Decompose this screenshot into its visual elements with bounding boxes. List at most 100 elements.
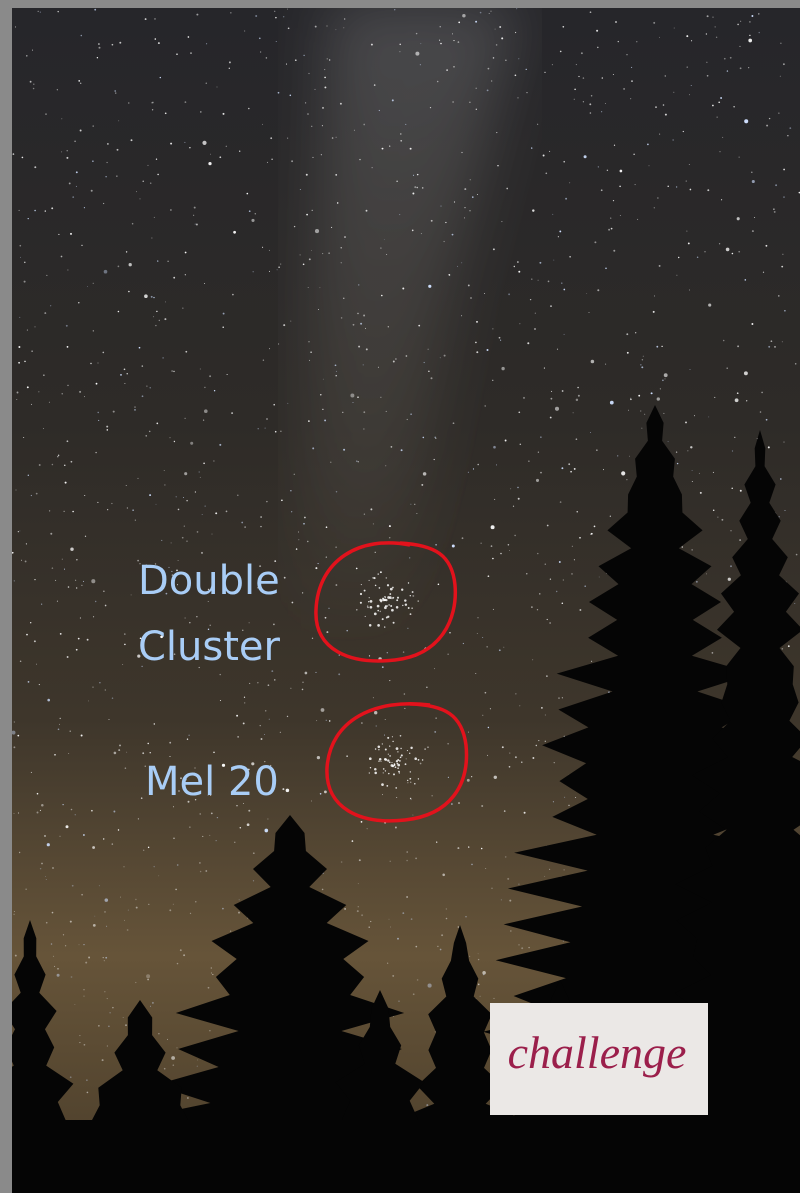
star bbox=[723, 57, 726, 60]
star bbox=[52, 867, 54, 869]
star bbox=[532, 209, 535, 212]
star bbox=[111, 843, 114, 845]
star bbox=[343, 448, 346, 451]
star bbox=[128, 102, 130, 104]
star bbox=[687, 450, 689, 452]
star bbox=[540, 436, 542, 438]
star bbox=[67, 586, 70, 588]
star bbox=[264, 760, 266, 763]
star bbox=[229, 930, 232, 932]
star bbox=[72, 196, 75, 198]
star bbox=[269, 348, 271, 350]
star bbox=[664, 378, 666, 380]
star bbox=[195, 901, 197, 903]
star bbox=[79, 1035, 81, 1037]
star bbox=[553, 259, 555, 261]
star bbox=[641, 359, 644, 361]
star bbox=[202, 419, 205, 421]
star bbox=[365, 327, 366, 329]
star bbox=[593, 525, 596, 528]
star bbox=[230, 12, 232, 14]
star bbox=[260, 516, 262, 518]
star bbox=[383, 757, 387, 761]
star bbox=[765, 418, 768, 421]
star bbox=[395, 760, 399, 763]
star bbox=[44, 312, 47, 315]
star bbox=[532, 757, 535, 759]
star bbox=[137, 654, 141, 658]
star bbox=[262, 246, 264, 248]
star bbox=[115, 92, 117, 94]
star bbox=[318, 309, 319, 311]
star bbox=[343, 297, 345, 299]
star bbox=[399, 760, 401, 762]
star bbox=[589, 11, 592, 14]
star bbox=[377, 573, 379, 575]
star bbox=[372, 523, 374, 525]
star bbox=[184, 417, 186, 420]
star bbox=[66, 150, 68, 152]
star bbox=[45, 921, 48, 924]
star bbox=[113, 810, 116, 813]
star bbox=[441, 934, 444, 937]
star bbox=[562, 25, 565, 28]
star bbox=[291, 601, 294, 604]
star bbox=[244, 526, 246, 528]
star bbox=[149, 494, 152, 497]
star bbox=[173, 440, 176, 443]
star bbox=[628, 409, 629, 411]
star bbox=[357, 312, 359, 315]
star bbox=[492, 248, 495, 251]
star bbox=[603, 469, 604, 471]
star bbox=[175, 496, 177, 498]
star bbox=[184, 617, 186, 619]
star bbox=[75, 185, 77, 187]
star bbox=[437, 945, 439, 948]
star bbox=[112, 410, 115, 413]
star bbox=[676, 274, 678, 276]
star bbox=[751, 179, 755, 184]
star bbox=[111, 43, 114, 46]
star bbox=[379, 571, 382, 574]
star bbox=[417, 778, 420, 780]
star bbox=[477, 983, 480, 986]
star bbox=[751, 323, 754, 325]
badge-text: challenge bbox=[508, 1027, 687, 1078]
star bbox=[415, 857, 417, 860]
star bbox=[199, 862, 201, 864]
star bbox=[417, 759, 420, 761]
star bbox=[730, 565, 732, 568]
star bbox=[88, 956, 91, 959]
star bbox=[105, 956, 108, 959]
star bbox=[686, 66, 688, 68]
star bbox=[706, 74, 709, 77]
star bbox=[234, 841, 236, 843]
star bbox=[509, 930, 512, 932]
star bbox=[25, 543, 27, 545]
star bbox=[370, 43, 373, 46]
star bbox=[30, 403, 33, 405]
star bbox=[410, 781, 412, 783]
star bbox=[509, 550, 510, 551]
star bbox=[399, 51, 401, 53]
star bbox=[290, 490, 292, 492]
star bbox=[222, 312, 225, 315]
star bbox=[422, 472, 427, 476]
star bbox=[500, 899, 502, 901]
star bbox=[398, 770, 400, 773]
star bbox=[198, 471, 200, 473]
star bbox=[266, 500, 268, 503]
star bbox=[412, 594, 415, 597]
star bbox=[545, 172, 548, 175]
star bbox=[571, 573, 573, 575]
star bbox=[77, 637, 80, 640]
star bbox=[486, 89, 489, 92]
star bbox=[280, 263, 282, 265]
star bbox=[721, 518, 724, 521]
star bbox=[50, 305, 52, 307]
star bbox=[69, 730, 71, 732]
star bbox=[729, 56, 732, 59]
star bbox=[487, 67, 490, 70]
star bbox=[386, 652, 388, 654]
star bbox=[590, 359, 595, 364]
